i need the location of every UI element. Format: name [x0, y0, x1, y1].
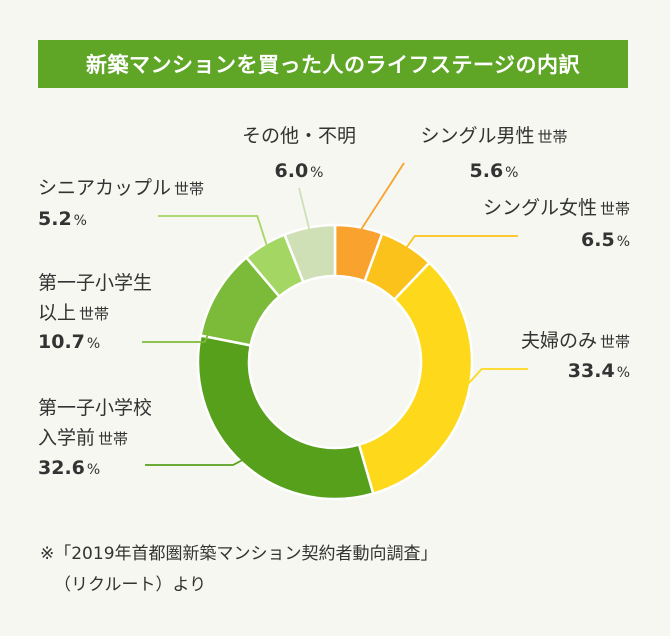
chart-title: 新築マンションを買った人のライフステージの内訳 — [85, 53, 581, 77]
slice-3 — [357, 260, 474, 496]
slice-suffix-4: 世帯 — [98, 430, 128, 448]
leader-line-6 — [158, 215, 270, 252]
slice-label-7-line-1: その他・不明 — [242, 125, 356, 147]
slice-value-2: 6.5% — [581, 229, 630, 251]
slice-7 — [282, 223, 337, 284]
slice-value-6: 5.2% — [38, 208, 87, 230]
source-note-line-1: ※「2019年首都圏新築マンション契約者動向調査」 — [40, 544, 438, 564]
leader-line-2 — [402, 235, 518, 253]
slice-suffix-5: 世帯 — [79, 305, 109, 323]
slice-value-7: 6.0% — [275, 160, 324, 182]
source-note: ※「2019年首都圏新築マンション契約者動向調査」 （リクルート）より — [40, 539, 438, 601]
slice-suffix-2: 世帯 — [600, 200, 630, 218]
slice-label-4-line-2: 入学前 世帯 — [38, 427, 128, 449]
slice-value-4: 32.6% — [38, 457, 100, 479]
slice-suffix-1: 世帯 — [538, 128, 568, 146]
source-note-line-2: （リクルート）より — [54, 575, 207, 595]
leader-line-5 — [142, 296, 225, 343]
slice-value-5: 10.7% — [38, 331, 100, 353]
slice-label-3-line-1: 夫婦のみ 世帯 — [521, 330, 630, 352]
slice-value-3: 33.4% — [568, 360, 630, 382]
slice-4 — [196, 334, 375, 501]
slice-suffix-3: 世帯 — [600, 333, 630, 351]
slice-value-1: 5.6% — [470, 160, 519, 182]
slice-label-5-line-2: 以上 世帯 — [38, 302, 109, 324]
slice-label-6-line-1: シニアカップル 世帯 — [38, 177, 204, 199]
slice-label-1-line-1: シングル男性 世帯 — [420, 125, 567, 147]
leader-line-4 — [145, 456, 249, 466]
slice-label-5-line-1: 第一子小学生 — [38, 272, 152, 294]
slice-label-4-line-1: 第一子小学校 — [38, 397, 152, 419]
leader-line-1 — [356, 162, 405, 236]
slice-label-2-line-1: シングル女性 世帯 — [483, 197, 630, 219]
slice-suffix-6: 世帯 — [174, 180, 204, 198]
chart-title-bar: 新築マンションを買った人のライフステージの内訳 — [38, 40, 628, 88]
leader-line-3 — [459, 368, 528, 394]
leader-line-7 — [298, 187, 312, 236]
